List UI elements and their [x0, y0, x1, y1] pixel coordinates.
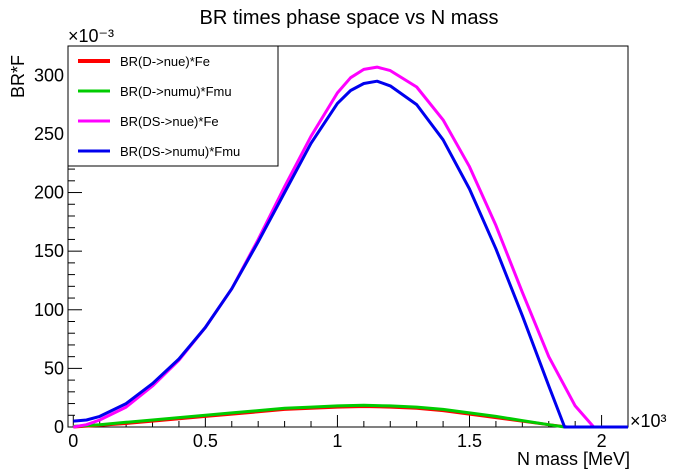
x-tick-label: 1: [332, 431, 342, 451]
x-tick-label: 1.5: [457, 431, 482, 451]
y-tick-label: 200: [34, 183, 64, 203]
legend-label: BR(D->nue)*Fe: [120, 54, 210, 69]
legend-label: BR(D->numu)*Fmu: [120, 84, 232, 99]
y-tick-label: 150: [34, 241, 64, 261]
plot-area: 0 50 100 150 200 250 300 0 0.5 1 1.5 2: [34, 45, 629, 451]
legend-label: BR(DS->numu)*Fmu: [120, 144, 240, 159]
x-axis-multiplier: ×10³: [630, 411, 667, 431]
x-tick-label: 0: [68, 431, 78, 451]
y-tick-label: 0: [54, 417, 64, 437]
plot-frame: [67, 45, 629, 428]
x-tick-label: 0.5: [193, 431, 218, 451]
y-tick-label: 100: [34, 300, 64, 320]
series-line-2: [73, 65, 628, 429]
legend-label: BR(DS->nue)*Fe: [120, 114, 219, 129]
legend: BR(D->nue)*Fe BR(D->numu)*Fmu BR(DS->nue)*…: [67, 45, 279, 167]
x-tick-label: 2: [597, 431, 607, 451]
y-tick-label: 50: [44, 358, 64, 378]
series-line-1: [73, 403, 628, 429]
series-line-3: [73, 79, 628, 429]
legend-box: [67, 45, 279, 167]
y-tick-label: 300: [34, 65, 64, 85]
x-axis-label: N mass [MeV]: [517, 449, 630, 469]
y-tick-label: 250: [34, 124, 64, 144]
chart-title: BR times phase space vs N mass: [200, 7, 499, 29]
y-axis-label: BR*F: [8, 55, 28, 98]
y-axis-multiplier: ×10⁻³: [68, 26, 114, 46]
